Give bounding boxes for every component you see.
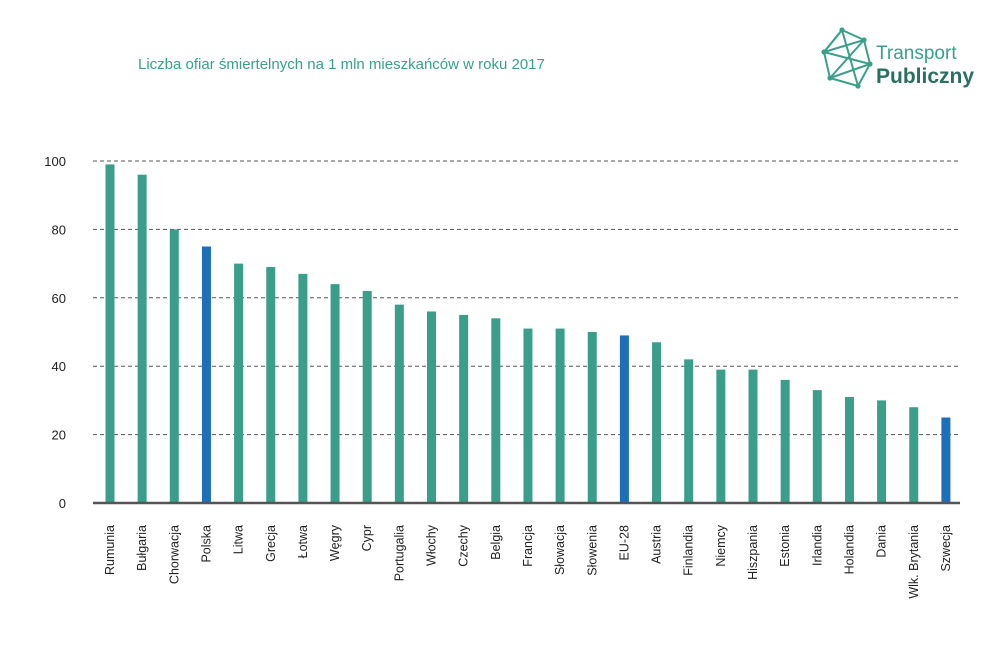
y-tick-label: 100 [44, 154, 66, 169]
x-tick-label: Finlandia [682, 525, 696, 576]
x-tick-label: Chorwacja [167, 525, 181, 584]
x-tick-label: Bułgaria [135, 525, 149, 571]
chart-title: Liczba ofiar śmiertelnych na 1 mln miesz… [138, 56, 545, 73]
x-tick-label: Polska [199, 525, 213, 563]
bar [941, 417, 951, 503]
x-tick-label: Cypr [360, 525, 374, 551]
y-tick-label: 0 [59, 496, 66, 511]
bar [394, 304, 404, 503]
x-tick-label: Szwecja [939, 525, 953, 572]
x-tick-label: EU-28 [617, 525, 631, 560]
x-tick-label: Wlk. Brytania [907, 525, 921, 599]
bar [330, 284, 340, 503]
y-tick-label: 80 [52, 222, 66, 237]
bar [587, 332, 597, 503]
x-tick-label: Słowacja [553, 525, 567, 575]
x-tick-label: Węgry [328, 524, 342, 561]
bar [652, 342, 662, 503]
x-tick-label: Czechy [457, 524, 471, 566]
x-tick-label: Holandia [842, 525, 856, 574]
bar [491, 318, 501, 503]
x-tick-label: Włochy [425, 524, 439, 566]
y-axis-tick-labels: 0 20 40 60 80 100 [44, 154, 66, 511]
bar [812, 390, 822, 503]
bar [427, 311, 436, 503]
x-tick-label: Portugalia [392, 525, 406, 581]
y-tick-label: 20 [52, 428, 66, 443]
bar [716, 369, 726, 503]
x-tick-label: Belgia [489, 525, 503, 560]
bar [523, 328, 533, 503]
y-tick-label: 40 [52, 359, 66, 374]
bar [105, 164, 115, 504]
x-tick-label: Francja [521, 525, 535, 567]
x-tick-label: Niemcy [714, 524, 728, 566]
bar [619, 335, 629, 503]
bar [459, 314, 469, 503]
x-tick-label: Hiszpania [746, 525, 760, 580]
bar [234, 263, 244, 503]
x-tick-label: Rumunia [103, 525, 117, 575]
x-tick-label: Grecja [264, 525, 278, 562]
x-tick-label: Słowenia [585, 525, 599, 576]
bar [909, 407, 919, 503]
bar [362, 290, 372, 503]
x-tick-label: Irlandia [810, 525, 824, 566]
x-tick-label: Dania [875, 525, 889, 558]
y-tick-label: 60 [52, 291, 66, 306]
bars [105, 164, 951, 504]
bar [844, 396, 854, 503]
logo-line2: Publiczny [876, 65, 974, 88]
bar [201, 246, 211, 503]
bar [298, 273, 308, 503]
logo-line1: Transport [876, 43, 957, 64]
x-axis-category-labels: Rumunia Bułgaria Chorwacja Polska Litwa Grecj… [103, 524, 953, 598]
network-polygon-icon: Transport Publiczny [821, 27, 974, 89]
bar [137, 174, 147, 503]
x-tick-label: Litwa [232, 525, 246, 554]
bar [748, 369, 758, 503]
bar [877, 400, 887, 503]
bar [169, 229, 179, 503]
transport-publiczny-logo: Transport Publiczny [820, 26, 980, 92]
bar [780, 379, 790, 503]
bar [266, 267, 276, 503]
x-tick-label: Estonia [778, 525, 792, 567]
x-tick-label: Austria [650, 525, 664, 564]
bar [684, 359, 694, 503]
bar [555, 328, 565, 503]
x-tick-label: Łotwa [296, 525, 310, 558]
